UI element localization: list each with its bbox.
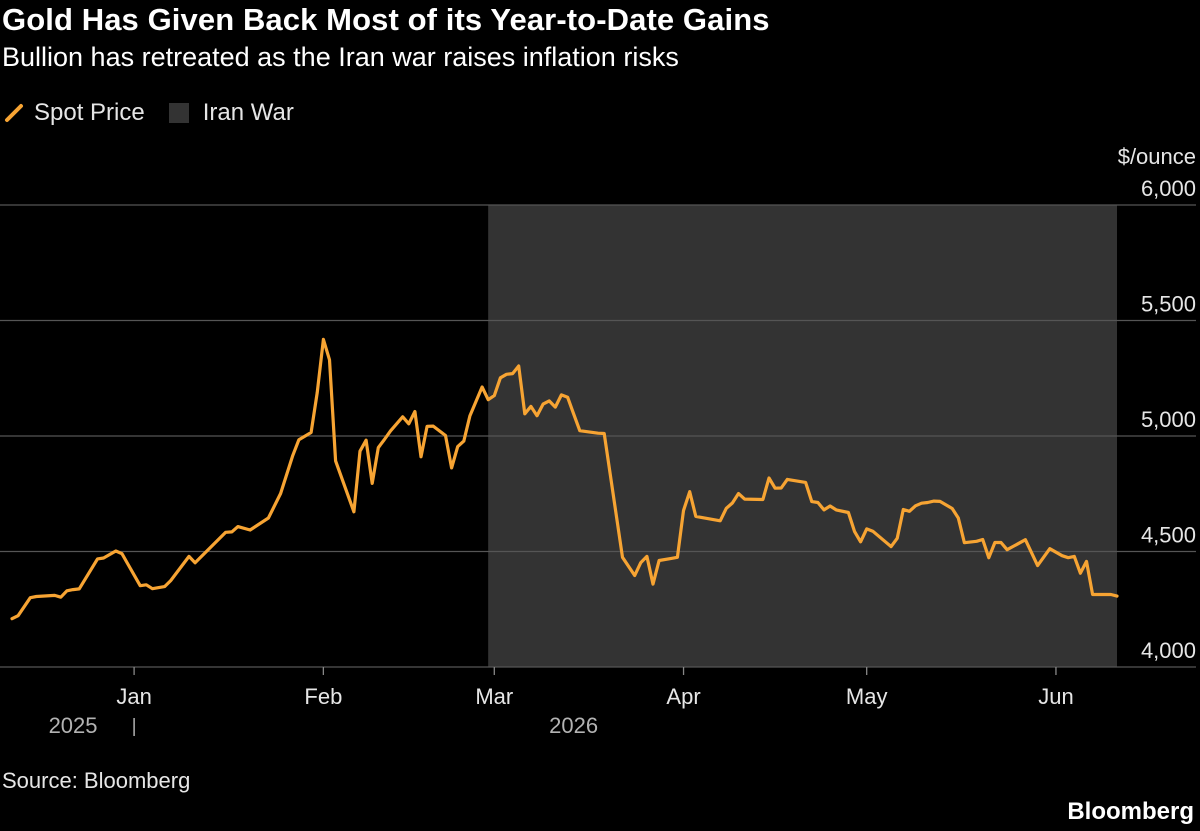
y-tick-label-4000: 4,000	[1141, 638, 1196, 663]
legend-item-iran-war: Iran War	[168, 99, 294, 127]
series-line-spot-price	[10, 337, 1119, 621]
x-tick-label-apr: Apr	[666, 684, 700, 709]
x-tick-label-feb: Feb	[304, 684, 342, 709]
y-tick-label-6000: 6,000	[1141, 176, 1196, 201]
y-tick-label-5500: 5,500	[1141, 292, 1196, 317]
y-tick-label-5000: 5,000	[1141, 407, 1196, 432]
legend-line-swatch	[5, 104, 23, 122]
legend-shade-swatch	[168, 103, 189, 123]
x-tick-label-jan: Jan	[116, 684, 151, 709]
source-note: Source: Bloomberg	[2, 768, 191, 793]
legend-item-spot-price: Spot Price	[4, 99, 145, 127]
year-label-2025: 2025	[49, 713, 98, 738]
y-tick-label-4500: 4,500	[1141, 523, 1196, 548]
y-axis-unit-label: $/ounce	[1118, 144, 1196, 169]
brand-logo: Bloomberg	[1067, 798, 1194, 825]
x-tick-label-mar: Mar	[475, 684, 513, 709]
legend-label-spot-price: Spot Price	[34, 99, 145, 126]
x-tick-label-may: May	[846, 684, 888, 709]
x-tick-label-jun: Jun	[1038, 684, 1073, 709]
legend: Spot Price Iran War	[4, 98, 318, 128]
chart-title: Gold Has Given Back Most of its Year-to-…	[2, 2, 770, 37]
chart-subtitle: Bullion has retreated as the Iran war ra…	[2, 42, 679, 72]
legend-label-iran-war: Iran War	[202, 99, 294, 126]
year-label-2026: 2026	[549, 713, 598, 738]
